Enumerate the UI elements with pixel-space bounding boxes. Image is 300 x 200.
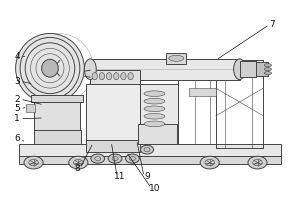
Ellipse shape — [84, 59, 96, 80]
Ellipse shape — [99, 73, 105, 80]
Circle shape — [91, 154, 105, 163]
Text: 3: 3 — [14, 77, 20, 86]
Ellipse shape — [16, 33, 84, 103]
Polygon shape — [19, 156, 281, 164]
Text: 1: 1 — [14, 114, 20, 123]
Ellipse shape — [144, 91, 165, 96]
Bar — [90, 70, 140, 84]
Ellipse shape — [144, 121, 165, 127]
Text: 4: 4 — [14, 52, 20, 61]
Bar — [167, 53, 186, 64]
Bar — [140, 84, 178, 128]
Ellipse shape — [264, 64, 272, 67]
Circle shape — [248, 156, 267, 169]
Ellipse shape — [144, 98, 165, 104]
Ellipse shape — [114, 73, 119, 80]
Ellipse shape — [144, 106, 165, 112]
Bar — [189, 88, 216, 96]
Bar — [86, 140, 140, 152]
Ellipse shape — [42, 59, 58, 77]
Bar — [86, 84, 140, 144]
Bar — [34, 130, 81, 144]
Polygon shape — [19, 144, 281, 156]
Circle shape — [108, 154, 122, 163]
Circle shape — [200, 156, 219, 169]
Bar — [240, 61, 256, 77]
Ellipse shape — [264, 72, 272, 75]
Bar — [34, 102, 80, 132]
Circle shape — [24, 156, 43, 169]
Ellipse shape — [234, 59, 246, 80]
Circle shape — [140, 145, 154, 154]
Text: 10: 10 — [149, 184, 160, 193]
Ellipse shape — [121, 73, 126, 80]
Text: 6: 6 — [14, 134, 20, 143]
Text: 5: 5 — [14, 104, 20, 113]
Text: 8: 8 — [74, 164, 80, 173]
Text: 2: 2 — [14, 95, 20, 104]
Text: 7: 7 — [270, 20, 275, 29]
Ellipse shape — [169, 55, 184, 61]
Bar — [138, 124, 177, 144]
Ellipse shape — [144, 114, 165, 119]
Bar — [256, 62, 268, 76]
Circle shape — [125, 154, 139, 163]
Bar — [37, 128, 63, 136]
Text: 11: 11 — [114, 172, 126, 181]
Circle shape — [69, 156, 88, 169]
Bar — [38, 132, 62, 144]
Ellipse shape — [92, 73, 98, 80]
Bar — [90, 59, 240, 80]
Ellipse shape — [128, 73, 133, 80]
Bar — [26, 104, 35, 112]
Text: 9: 9 — [144, 172, 150, 181]
Ellipse shape — [264, 68, 272, 71]
Bar — [31, 95, 83, 102]
Ellipse shape — [106, 73, 112, 80]
